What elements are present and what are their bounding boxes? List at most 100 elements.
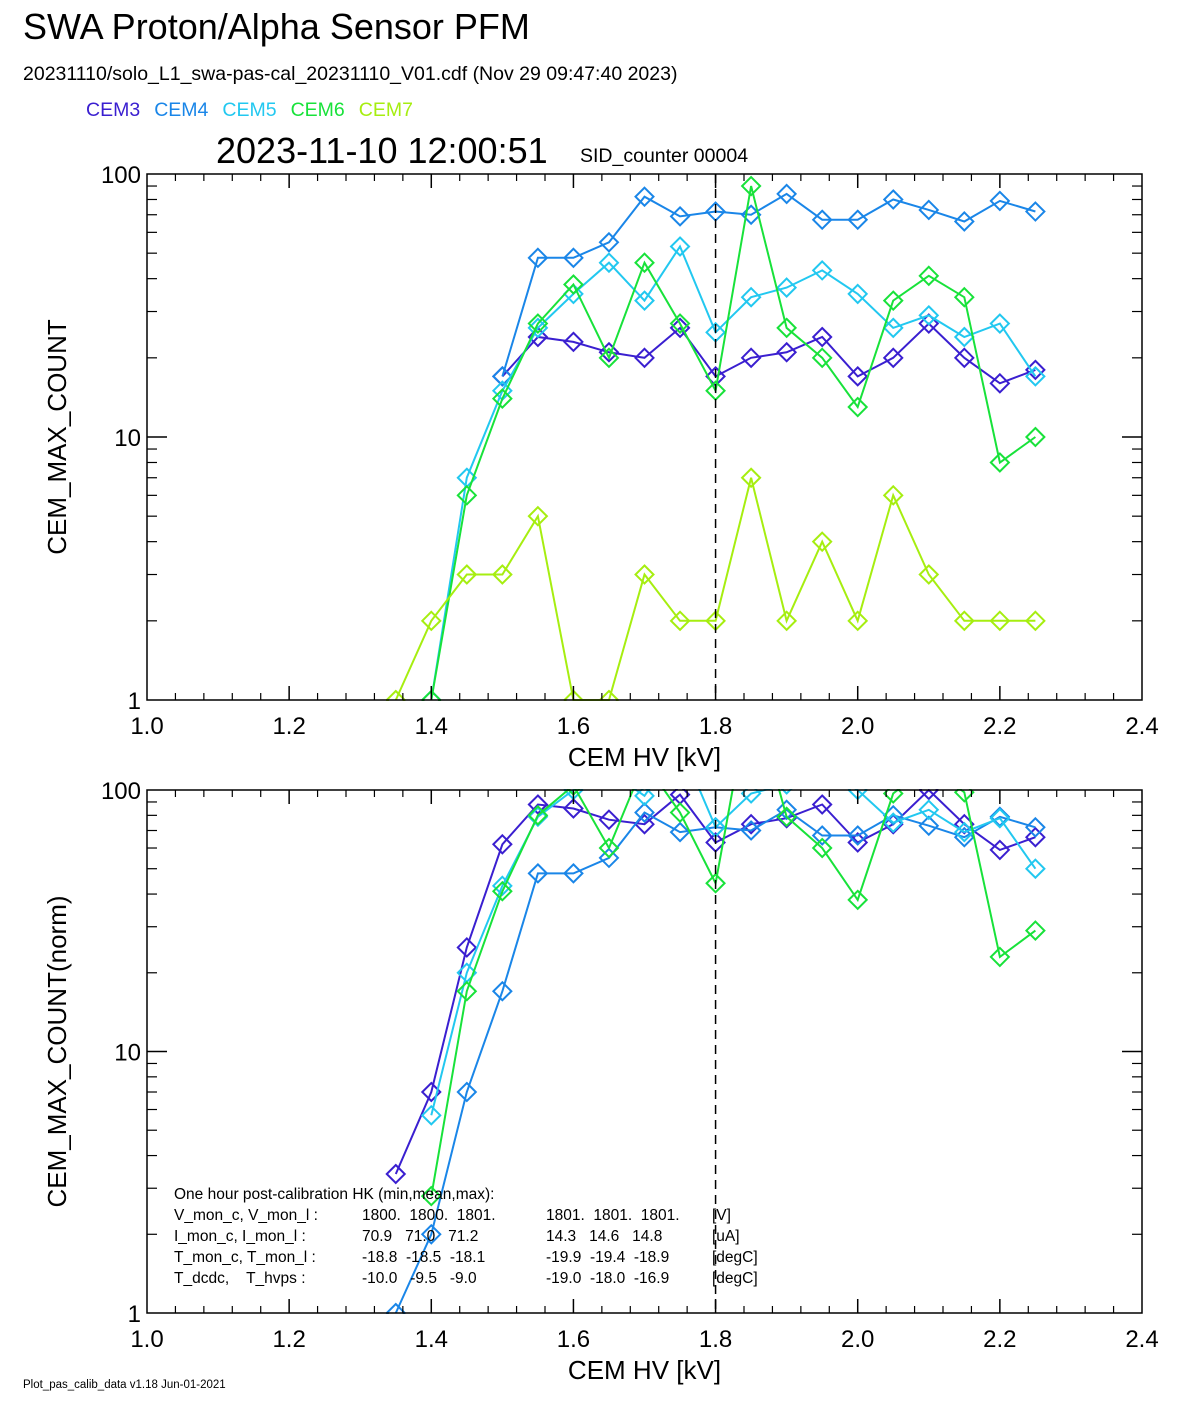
chart2-series-cem3-point: [1024, 826, 1046, 848]
legend: CEM3 CEM4 CEM5 CEM6 CEM7: [86, 99, 427, 122]
chart1-series-cem6-point: [918, 265, 940, 287]
chart1-xtick-label: 1.2: [272, 713, 305, 740]
chart2-series-cem3-point: [527, 794, 549, 815]
chart1-series-cem7-point: [918, 564, 940, 585]
chart2-ytick-label: 100: [101, 778, 141, 805]
chart1-series-cem6-point: [598, 347, 620, 369]
chart1-ytick-label: 100: [101, 162, 141, 189]
chart1-series-cem7-point: [740, 467, 762, 489]
chart2-series-cem5-point: [918, 799, 940, 821]
chart2-series-cem4-point: [491, 980, 513, 1002]
chart1-series-cem4-point: [989, 190, 1011, 212]
chart2-series-cem6-point: [705, 872, 726, 894]
chart1-series-cem7-point: [1024, 610, 1046, 632]
chart2-ylabel: CEM_MAX_COUNT(norm): [42, 895, 72, 1207]
chart1-series-cem7-point: [420, 610, 442, 632]
chart2-series-cem6-point: [920, 757, 938, 775]
chart1-series-cem4-point: [918, 199, 940, 221]
chart1-series-cem4-point: [669, 205, 691, 227]
chart1-series-cem5-point: [634, 290, 655, 312]
chart1-series-cem7-point: [989, 610, 1011, 632]
chart1-series-cem6-point: [989, 452, 1011, 473]
chart2-series-cem6-point: [491, 880, 513, 902]
chart1-series-cem3-point: [740, 347, 762, 369]
chart1-series-cem5-point: [598, 252, 620, 274]
chart2-series-cem6-point: [776, 806, 798, 828]
chart2-series-cem3-line: [394, 789, 1036, 1175]
chart1-series-cem5-point: [811, 259, 833, 281]
hk-label: V_mon_c, V_mon_l :: [174, 1207, 318, 1224]
chart1-series-cem6-point: [420, 689, 442, 701]
chart1-series-cem6-point: [563, 274, 584, 295]
chart1-xtick-label: 2.4: [1125, 713, 1158, 740]
chart1-xtick-label: 2.0: [841, 713, 874, 740]
chart2-series-cem5-point: [813, 757, 831, 775]
chart2-xtick-label: 2.0: [841, 1326, 874, 1353]
chart1-series-cem6-point: [776, 317, 798, 339]
chart2-series-cem5-point: [634, 789, 655, 807]
chart1-series-cem4-point: [882, 189, 904, 210]
chart1-series-cem4-point: [527, 247, 549, 269]
chart1-xlabel: CEM HV [kV]: [568, 742, 721, 772]
chart1-xtick-label: 1.0: [130, 713, 163, 740]
chart1-series-cem7-point: [953, 610, 975, 632]
chart2-xtick-label: 2.4: [1125, 1326, 1158, 1353]
chart1-series-cem4-point: [563, 247, 584, 269]
chart1-series-cem6-point: [953, 286, 975, 308]
legend-entry-cem4: CEM4: [154, 99, 209, 121]
chart2-series-cem3-point: [740, 813, 762, 835]
chart1-series-cem7-point: [563, 689, 584, 701]
chart2-series-cem4-point: [598, 847, 620, 869]
chart1-series-cem3-point: [563, 331, 584, 353]
chart1-series-cem3-point: [847, 365, 869, 387]
chart1-series-cem4-point: [811, 209, 833, 231]
hk-label: T_mon_c, T_mon_l :: [174, 1249, 316, 1266]
chart2-xtick-label: 1.0: [130, 1326, 163, 1353]
chart1-series-cem5-point: [776, 277, 798, 298]
chart2-series-cem4-point: [420, 1223, 442, 1245]
hk-unit: [uA]: [712, 1228, 740, 1245]
chart1-series-cem5-point: [953, 326, 975, 348]
chart1-series-cem3-point: [989, 372, 1011, 394]
legend-entry-cem5: CEM5: [222, 99, 277, 121]
chart2-series-cem6-point: [847, 889, 869, 911]
chart2-series-cem5-point: [780, 789, 793, 795]
chart2-xtick-label: 1.6: [557, 1326, 590, 1353]
chart2-series-cem5-point: [989, 807, 1011, 829]
chart2-series-cem4-point: [989, 806, 1011, 828]
hk-label: I_mon_c, I_mon_l :: [174, 1228, 306, 1245]
chart1-series-cem7-point: [776, 610, 798, 632]
chart2-series-cem6-point: [811, 837, 833, 859]
sid-counter: SID_counter 00004: [580, 145, 749, 167]
chart1-series-cem7-point: [669, 610, 691, 632]
chart2-series-cem3-point: [563, 798, 584, 819]
chart2-series-cem5-point: [953, 821, 975, 843]
chart1-series-cem5-point: [527, 317, 549, 339]
legend-entry-cem7: CEM7: [358, 99, 413, 121]
chart2-series-cem3-point: [918, 789, 940, 801]
chart2-series-cem4-point: [456, 1081, 478, 1103]
chart1-series-cem4-point: [491, 365, 513, 387]
chart1-series-cem5-point: [882, 317, 904, 339]
chart2-series-cem3-point: [598, 809, 620, 831]
chart2-series-cem4-point: [563, 862, 584, 884]
chart2-series-cem3-point: [385, 1163, 407, 1185]
chart2-series-cem3-point: [491, 833, 513, 855]
chart1-series-cem3-point: [634, 347, 655, 369]
chart1-series-cem3-line: [501, 322, 1036, 385]
chart1-series-cem7-point: [882, 484, 904, 506]
chart1-series-cem6-point: [847, 396, 869, 418]
chart1-series-cem3-point: [918, 313, 940, 334]
chart1-series-cem7-point: [385, 689, 407, 701]
chart2-series-cem6-point: [420, 1185, 442, 1207]
chart2-series-cem4-point: [669, 821, 691, 843]
chart1-series-cem7-point: [847, 610, 869, 632]
chart1-series-cem7-point: [811, 531, 833, 553]
chart2-xtick-label: 1.8: [699, 1326, 732, 1353]
chart1-ylabel: CEM_MAX_COUNT: [42, 319, 72, 555]
chart1: 1.0 1.2 1.4 1.6 1.8 2.0 2.2 2.4 CEM HV [kV] 1 10 10…: [42, 162, 1159, 772]
chart1-series-cem6-point: [669, 313, 691, 334]
hk-heading: One hour post-calibration HK (min,mean,m…: [174, 1186, 494, 1203]
chart1-series-group: [385, 175, 1046, 701]
chart2-series-cem5-point: [420, 1104, 442, 1126]
